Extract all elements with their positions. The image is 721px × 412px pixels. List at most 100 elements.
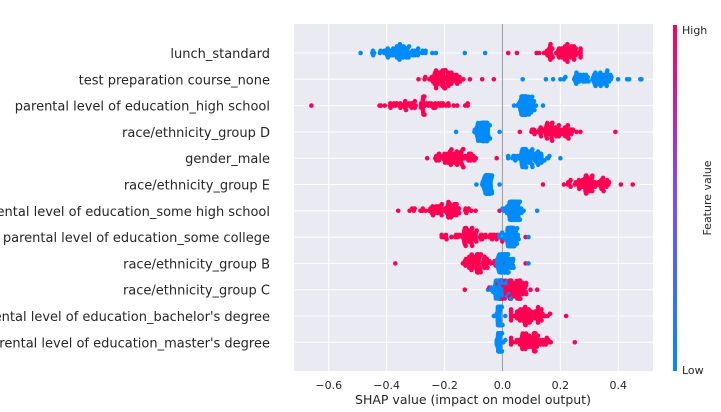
shap-point (539, 307, 544, 312)
shap-point (395, 208, 401, 214)
shap-point (487, 136, 493, 141)
shap-point (415, 46, 421, 51)
shap-point (574, 70, 579, 75)
shap-point (474, 239, 479, 244)
shap-point (618, 182, 624, 187)
shap-point (489, 191, 495, 196)
shap-point (462, 287, 468, 293)
shap-point (523, 164, 529, 170)
shap-point (508, 307, 514, 312)
shap-point (467, 77, 473, 82)
shap-point (528, 109, 534, 115)
shap-point (533, 349, 538, 354)
shap-point (565, 41, 570, 47)
shap-point (489, 173, 495, 178)
shap-point (517, 217, 523, 223)
shap-point (586, 79, 591, 84)
shap-point (494, 155, 500, 161)
shap-point (573, 46, 579, 51)
shap-point (497, 129, 502, 135)
colorbar (673, 25, 677, 371)
shap-point (469, 225, 475, 231)
shap-point (556, 123, 562, 128)
shap-point (630, 182, 635, 187)
shap-point (455, 103, 460, 108)
shap-point (489, 285, 494, 290)
shap-point (406, 55, 411, 60)
shap-point (505, 252, 511, 257)
shap-point (540, 182, 546, 187)
shap-point (550, 46, 555, 51)
shap-point (449, 234, 455, 240)
shap-point (463, 243, 469, 249)
shap-point (543, 77, 549, 82)
shap-point (403, 107, 409, 113)
shap-point (479, 77, 485, 82)
shap-point (601, 188, 606, 194)
x-tick-label: −0.2 (431, 379, 458, 392)
shap-point (578, 46, 583, 51)
feature-label: parental level of education_some high sc… (0, 205, 270, 220)
shap-point (518, 296, 523, 302)
shap-point (526, 261, 531, 266)
shap-point (456, 206, 462, 211)
shap-point (600, 175, 606, 181)
shap-point (561, 182, 567, 187)
shap-point (605, 68, 610, 73)
shap-point (517, 129, 523, 135)
shap-point (378, 103, 384, 108)
x-tick-labels: −0.6 −0.4 −0.2 0.0 0.2 0.4 (315, 379, 627, 392)
shap-point (385, 55, 391, 60)
shap-point (416, 50, 422, 56)
shap-point (592, 180, 597, 185)
feature-label: race/ethnicity_group E (124, 179, 270, 194)
feature-label: gender_male (185, 152, 270, 167)
shap-point (487, 123, 493, 128)
shap-point (566, 136, 571, 141)
colorbar-title: Feature value (701, 160, 714, 235)
data-points (309, 41, 644, 354)
shap-point (590, 173, 595, 178)
shap-point (422, 94, 427, 99)
x-tick-label: −0.6 (315, 379, 342, 392)
shap-point (457, 74, 462, 80)
x-tick-label: 0.0 (494, 379, 512, 392)
shap-point (528, 309, 534, 314)
shap-point (520, 291, 525, 297)
shap-point (544, 136, 550, 141)
shap-point (585, 74, 590, 80)
shap-point (433, 85, 439, 91)
shap-point (449, 147, 454, 152)
shap-point (505, 153, 511, 159)
shap-point (578, 55, 583, 60)
shap-point (540, 103, 546, 108)
shap-point (523, 280, 529, 286)
shap-point (517, 199, 523, 205)
shap-point (382, 103, 388, 108)
shap-point (511, 265, 516, 271)
shap-point (371, 50, 377, 56)
shap-point (578, 129, 583, 135)
shap-point (535, 333, 541, 339)
shap-point (545, 120, 550, 126)
shap-point (430, 50, 435, 56)
shap-point (572, 340, 578, 345)
shap-point (526, 234, 531, 240)
shap-point (534, 208, 540, 214)
shap-point (456, 210, 462, 216)
shap-point (412, 206, 417, 211)
shap-point (448, 162, 454, 168)
shap-point (443, 232, 449, 238)
shap-point (462, 50, 468, 56)
shap-point (563, 313, 569, 319)
shap-point (412, 98, 418, 104)
shap-point (510, 256, 516, 262)
shap-point (469, 252, 475, 257)
shap-point (514, 241, 520, 246)
shap-point (453, 129, 459, 135)
shap-point (454, 201, 459, 207)
shap-point (461, 164, 466, 170)
shap-point (558, 155, 563, 161)
shap-point (523, 322, 528, 328)
shap-point (570, 127, 576, 132)
